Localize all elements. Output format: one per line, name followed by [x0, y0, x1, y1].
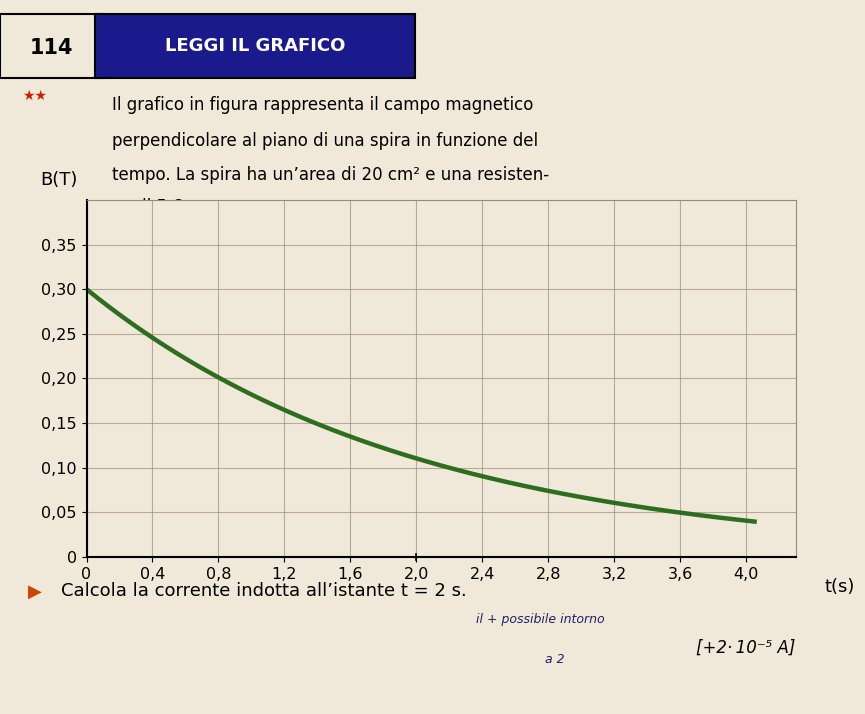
Text: a 2: a 2	[545, 653, 565, 665]
Text: Calcola la corrente indotta all’istante t = 2 s.: Calcola la corrente indotta all’istante …	[61, 583, 466, 600]
Text: ★★: ★★	[22, 89, 47, 103]
Text: [+2· 10⁻⁵ A]: [+2· 10⁻⁵ A]	[696, 639, 796, 657]
Text: tempo. La spira ha un’area di 20 cm² e una resisten-: tempo. La spira ha un’area di 20 cm² e u…	[112, 166, 549, 184]
Text: Il grafico in figura rappresenta il campo magnetico: Il grafico in figura rappresenta il camp…	[112, 96, 534, 114]
Text: ▶: ▶	[28, 583, 42, 600]
Text: perpendicolare al piano di una spira in funzione del: perpendicolare al piano di una spira in …	[112, 132, 539, 150]
Text: il + possibile intorno: il + possibile intorno	[476, 613, 605, 626]
Text: t(s): t(s)	[824, 578, 855, 596]
Text: za di 5 Ω.: za di 5 Ω.	[112, 198, 190, 216]
FancyBboxPatch shape	[0, 14, 104, 78]
Text: 114: 114	[30, 38, 74, 58]
FancyBboxPatch shape	[95, 14, 415, 78]
Text: LEGGI IL GRAFICO: LEGGI IL GRAFICO	[165, 37, 345, 55]
Text: B(T): B(T)	[41, 171, 78, 189]
